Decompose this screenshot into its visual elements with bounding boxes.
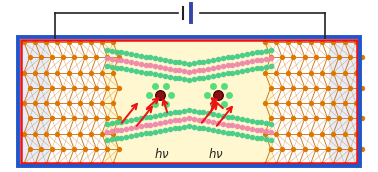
Bar bbox=[19, 39, 49, 166]
Text: $h\nu$: $h\nu$ bbox=[208, 147, 224, 161]
Bar bbox=[18, 37, 360, 166]
Bar bbox=[21, 40, 357, 163]
Bar bbox=[18, 37, 360, 166]
Bar bbox=[329, 39, 359, 166]
Text: $h\nu$: $h\nu$ bbox=[154, 147, 170, 161]
Bar bbox=[105, 39, 273, 167]
